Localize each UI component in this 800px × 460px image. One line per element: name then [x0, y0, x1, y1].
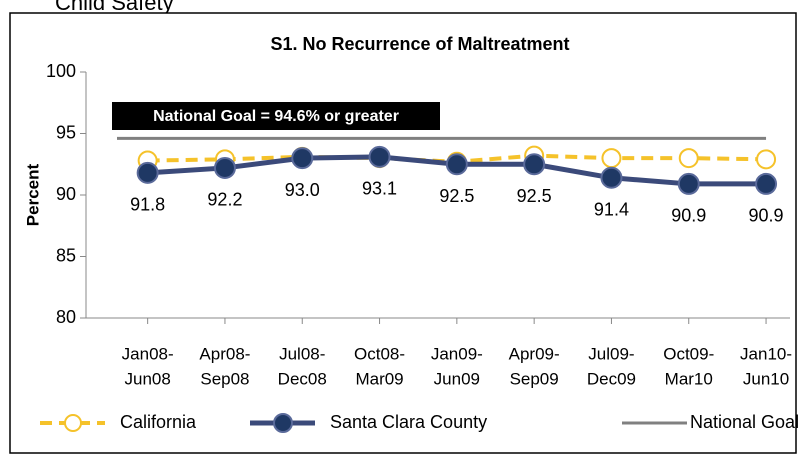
legend-label: California: [120, 412, 197, 432]
marker: [445, 153, 468, 176]
x-tick-label: Jun09: [434, 369, 480, 388]
y-tick-label: 100: [46, 61, 76, 81]
data-label: 90.9: [749, 206, 784, 226]
data-label: 92.5: [517, 186, 552, 206]
legend-label: National Goal: [690, 412, 799, 432]
marker: [756, 149, 777, 170]
legend-marker: [273, 413, 293, 433]
x-tick-label: Jul08-: [279, 344, 325, 363]
chart-frame: [9, 12, 797, 454]
x-tick-label: Sep09: [510, 369, 559, 388]
marker: [213, 156, 236, 179]
x-tick-label: Oct08-: [354, 344, 405, 363]
y-tick-label: 95: [56, 122, 76, 142]
data-label: 90.9: [671, 206, 706, 226]
marker: [755, 172, 778, 195]
x-tick-label: Apr09-: [509, 344, 560, 363]
marker: [368, 145, 391, 168]
legend-label: Santa Clara County: [330, 412, 487, 432]
legend-marker: [64, 414, 82, 432]
x-tick-label: Jan08-: [122, 344, 174, 363]
x-tick-label: Jun08: [124, 369, 170, 388]
marker: [291, 147, 314, 170]
x-tick-label: Mar10: [665, 369, 713, 388]
x-tick-label: Jan10-: [740, 344, 792, 363]
y-tick-label: 90: [56, 184, 76, 204]
y-tick-label: 80: [56, 307, 76, 327]
x-tick-label: Oct09-: [663, 344, 714, 363]
data-label: 91.8: [130, 195, 165, 215]
data-label: 93.1: [362, 179, 397, 199]
chart-title: S1. No Recurrence of Maltreatment: [270, 34, 569, 54]
y-tick-label: 85: [56, 245, 76, 265]
annotation: National Goal = 94.6% or greater: [153, 108, 399, 125]
y-axis-label: Percent: [23, 163, 42, 226]
x-tick-label: Dec09: [587, 369, 636, 388]
marker: [136, 161, 159, 184]
marker: [678, 148, 699, 169]
page-title: Child Safety: [55, 0, 174, 15]
x-tick-label: Mar09: [355, 369, 403, 388]
x-tick-label: Sep08: [200, 369, 249, 388]
data-label: 93.0: [285, 180, 320, 200]
annotation-box: [112, 102, 440, 130]
marker: [600, 166, 623, 189]
marker: [601, 148, 622, 169]
data-label: 92.5: [439, 186, 474, 206]
marker: [677, 172, 700, 195]
x-tick-label: Jun10: [743, 369, 789, 388]
data-label: 92.2: [207, 190, 242, 210]
x-tick-label: Apr08-: [199, 344, 250, 363]
x-tick-label: Jul09-: [588, 344, 634, 363]
x-tick-label: Dec08: [278, 369, 327, 388]
x-tick-label: Jan09-: [431, 344, 483, 363]
marker: [523, 153, 546, 176]
data-label: 91.4: [594, 200, 629, 220]
